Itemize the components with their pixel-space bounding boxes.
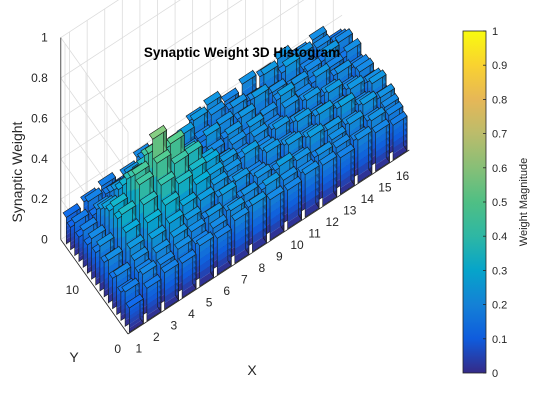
z-tick-label: 0.4 (31, 152, 48, 166)
z-tick-label: 0.2 (31, 192, 48, 206)
z-tick-label: 1 (41, 31, 48, 45)
colorbar-tick-label: 0.3 (492, 265, 507, 277)
chart-title: Synaptic Weight 3D Histogram (144, 45, 340, 60)
bar (160, 258, 180, 310)
colorbar-tick-label: 0.8 (492, 94, 507, 106)
bar (266, 184, 285, 241)
colorbar-tick-label: 0.4 (492, 231, 507, 243)
x-axis-label: X (247, 362, 257, 378)
x-tick-label: 7 (241, 272, 248, 286)
y-axis-label: Y (69, 349, 79, 365)
colorbar-label: Weight Magnitude (518, 158, 530, 246)
y-tick-label: 10 (66, 283, 80, 297)
colorbar-gradient (462, 30, 487, 374)
z-axis-label: Synaptic Weight (9, 121, 25, 222)
bars-group (62, 25, 408, 333)
x-tick-label: 14 (361, 192, 375, 206)
x-tick-label: 5 (206, 295, 213, 309)
z-tick-label: 0 (41, 233, 48, 247)
bar (125, 293, 144, 333)
z-tick-label: 0.6 (31, 111, 48, 125)
x-tick-label: 6 (223, 284, 230, 298)
bar (354, 125, 373, 184)
z-tick-label: 0.8 (31, 71, 48, 85)
bar (301, 159, 320, 218)
x-tick-label: 3 (171, 318, 178, 332)
bar (371, 118, 390, 172)
x-tick-label: 16 (396, 169, 410, 183)
bar (143, 273, 162, 322)
colorbar-tick-label: 0.7 (492, 129, 507, 141)
y-tick-label: 0 (114, 342, 121, 356)
colorbar-tick-label: 0 (492, 368, 498, 380)
colorbar: 0 0.1 0.2 0.3 0.4 0.5 0.6 0.7 0.8 0.9 1 Weight Mag… (462, 26, 530, 380)
x-tick-label: 8 (259, 261, 266, 275)
x-tick-label: 11 (308, 226, 321, 240)
colorbar-tick-label: 0.5 (492, 197, 507, 209)
bar (248, 190, 267, 253)
bar (389, 110, 408, 161)
bar (336, 143, 355, 195)
colorbar-tick-label: 0.9 (492, 60, 507, 72)
bar (231, 205, 250, 264)
bar (283, 175, 303, 230)
colorbar-tick-label: 0.6 (492, 163, 507, 175)
bar (213, 223, 232, 276)
x-tick-label: 4 (188, 307, 195, 321)
x-tick-label: 10 (290, 238, 304, 252)
bar (178, 248, 197, 299)
x-tick-label: 2 (153, 330, 160, 344)
bar (195, 230, 215, 287)
x-tick-label: 12 (326, 215, 340, 229)
colorbar-tick-label: 1 (492, 26, 498, 38)
x-tick-label: 15 (378, 180, 392, 194)
x-tick-label: 13 (343, 203, 357, 217)
colorbar-tick-label: 0.2 (492, 300, 507, 312)
bar (318, 150, 338, 207)
colorbar-ticks: 0 0.1 0.2 0.3 0.4 0.5 0.6 0.7 0.8 0.9 1 (483, 26, 507, 380)
colorbar-tick-label: 0.1 (492, 334, 507, 346)
x-tick-label: 1 (135, 341, 142, 355)
x-tick-label: 9 (276, 249, 283, 263)
